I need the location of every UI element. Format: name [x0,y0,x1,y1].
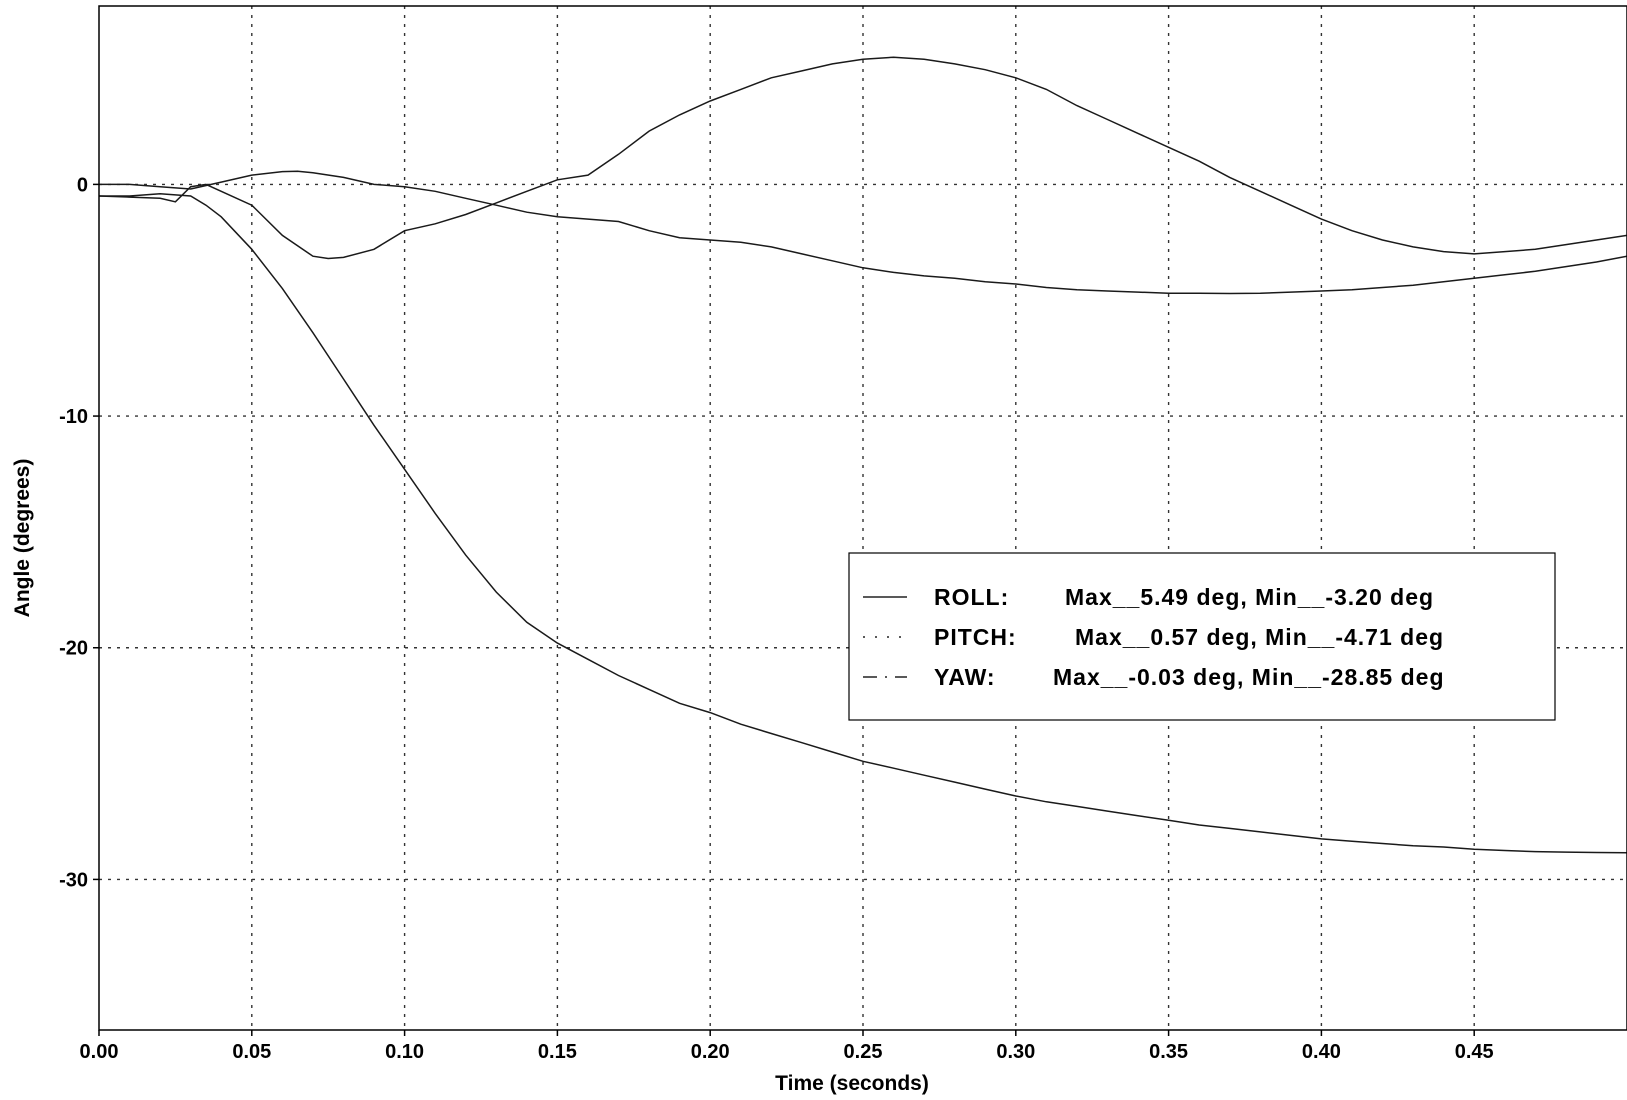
legend-stats-roll: Max__5.49 deg, Min__-3.20 deg [1065,584,1434,610]
series-line-roll [98,56,1627,260]
y-axis-label: Angle (degrees) [11,459,34,618]
series-group [98,56,1627,854]
x-tick-label: 0.35 [1149,1041,1188,1063]
legend-label-roll: ROLL: [934,584,1009,610]
legend-stats-yaw: Max__-0.03 deg, Min__-28.85 deg [1053,664,1445,690]
series-line-yaw [99,192,1627,854]
x-axis-label: Time (seconds) [775,1072,929,1095]
series-line-pitch [99,170,1627,295]
x-tick-label: 0.20 [691,1041,730,1063]
x-tick-label: 0.10 [385,1041,424,1063]
y-axis: 0 -10 -20 -30 [59,174,99,891]
x-tick-label: 0.25 [844,1041,883,1063]
y-tick-label: -20 [59,638,88,660]
grid [99,6,1627,1030]
legend-box [848,552,1556,721]
y-tick-label: 0 [77,174,88,196]
legend-label-pitch: PITCH: [934,624,1017,650]
y-tick-label: -10 [59,406,88,428]
y-tick-label: -30 [59,869,88,891]
x-axis: 0.00 0.05 0.10 0.15 0.20 0.25 0.30 0.35 0.40 0.45 [80,1030,1494,1063]
legend-label-yaw: YAW: [934,664,996,690]
x-tick-label: 0.45 [1455,1041,1494,1063]
x-tick-label: 0.05 [232,1041,271,1063]
x-tick-label: 0.30 [996,1041,1035,1063]
x-tick-label: 0.00 [80,1041,119,1063]
legend: ROLL: Max__5.49 deg, Min__-3.20 deg PITCH:… [848,552,1556,721]
x-tick-label: 0.40 [1302,1041,1341,1063]
x-tick-label: 0.15 [538,1041,577,1063]
legend-stats-pitch: Max__0.57 deg, Min__-4.71 deg [1075,624,1444,650]
